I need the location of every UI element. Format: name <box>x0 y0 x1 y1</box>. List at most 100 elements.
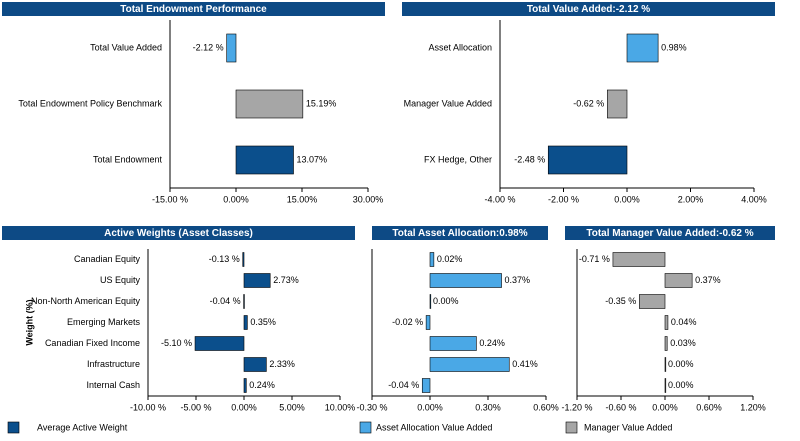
bar <box>639 294 666 309</box>
category-label: Total Endowment Policy Benchmark <box>18 98 162 108</box>
panel-header <box>2 226 355 240</box>
panel-header <box>372 226 548 240</box>
x-tick-label: -10.00 % <box>130 402 166 412</box>
value-label: 0.02% <box>437 254 463 264</box>
value-label: -0.04 % <box>388 380 419 390</box>
bar <box>612 252 666 267</box>
value-label: 2.73% <box>273 275 299 285</box>
bar <box>235 89 304 119</box>
category-label: US Equity <box>100 275 141 285</box>
bar <box>664 357 667 372</box>
x-tick-label: 10.00% <box>325 402 356 412</box>
panel-title: Total Manager Value Added:-0.62 % <box>586 228 753 239</box>
bar <box>664 273 693 288</box>
x-tick-label: 0.00% <box>652 402 678 412</box>
value-label: -0.62 % <box>573 98 604 108</box>
category-label: Total Value Added <box>90 42 162 52</box>
panel-title: Total Value Added:-2.12 % <box>527 4 650 15</box>
x-tick-label: -2.00 % <box>548 194 579 204</box>
x-tick-label: 15.00% <box>287 194 318 204</box>
x-tick-label: 0.60% <box>696 402 722 412</box>
x-tick-label: -0.30 % <box>356 402 387 412</box>
x-tick-label: 0.00% <box>223 194 249 204</box>
value-label: 0.00% <box>433 296 459 306</box>
value-label: 0.35% <box>250 317 276 327</box>
bar <box>243 357 267 372</box>
category-label: Manager Value Added <box>404 98 492 108</box>
category-label: Total Endowment <box>93 154 163 164</box>
bar <box>664 378 667 393</box>
value-label: 2.33% <box>269 359 295 369</box>
x-tick-label: -5.00 % <box>180 402 211 412</box>
bar <box>243 315 248 330</box>
y-axis-label: Weight (%) <box>24 299 34 345</box>
x-tick-label: -4.00 % <box>484 194 515 204</box>
x-tick-label: 0.00% <box>614 194 640 204</box>
bar <box>243 378 247 393</box>
value-label: -0.35 % <box>605 296 636 306</box>
value-label: 0.37% <box>695 275 721 285</box>
bar <box>421 378 431 393</box>
bar <box>243 273 271 288</box>
bar <box>547 145 628 175</box>
bar <box>429 294 432 309</box>
category-label: FX Hedge, Other <box>424 154 492 164</box>
category-label: Emerging Markets <box>67 317 141 327</box>
value-label: -5.10 % <box>161 338 192 348</box>
bar <box>425 315 431 330</box>
category-label: Internal Cash <box>86 380 140 390</box>
category-label: Infrastructure <box>87 359 140 369</box>
x-tick-label: 0.00% <box>231 402 257 412</box>
bar <box>429 336 477 351</box>
value-label: -0.71 % <box>579 254 610 264</box>
value-label: 0.98% <box>661 42 687 52</box>
bar <box>235 145 294 175</box>
value-label: -2.12 % <box>193 42 224 52</box>
value-label: 0.41% <box>512 359 538 369</box>
value-label: 0.00% <box>668 380 694 390</box>
x-tick-label: 4.00% <box>741 194 767 204</box>
value-label: 15.19% <box>306 98 337 108</box>
category-label: Canadian Equity <box>74 254 141 264</box>
x-tick-label: 30.00% <box>353 194 384 204</box>
x-tick-label: 2.00% <box>678 194 704 204</box>
panel-title: Total Endowment Performance <box>120 4 267 15</box>
bar <box>626 33 659 63</box>
panel-header <box>402 2 775 16</box>
bar <box>664 315 669 330</box>
value-label: -0.02 % <box>392 317 423 327</box>
bar <box>429 357 510 372</box>
x-tick-label: -0.60 % <box>605 402 636 412</box>
x-tick-label: 1.20% <box>740 402 766 412</box>
legend-label: Manager Value Added <box>584 422 672 432</box>
bar <box>226 33 237 63</box>
value-label: -0.13 % <box>209 254 240 264</box>
bar <box>243 294 245 309</box>
x-tick-label: -15.00 % <box>152 194 188 204</box>
category-label: Non-North American Equity <box>31 296 141 306</box>
panel-header <box>565 226 775 240</box>
value-label: 13.07% <box>297 154 328 164</box>
bar <box>429 252 435 267</box>
legend-label: Asset Allocation Value Added <box>376 422 492 432</box>
bar <box>664 336 668 351</box>
value-label: 0.24% <box>249 380 275 390</box>
x-tick-label: -1.20 % <box>561 402 592 412</box>
x-tick-label: 5.00% <box>279 402 305 412</box>
x-tick-label: 0.00% <box>417 402 443 412</box>
value-label: 0.24% <box>479 338 505 348</box>
bar <box>429 273 502 288</box>
panel-title: Active Weights (Asset Classes) <box>104 228 253 239</box>
value-label: 0.04% <box>671 317 697 327</box>
panel-header <box>2 2 385 16</box>
category-label: Asset Allocation <box>428 42 492 52</box>
legend-swatch <box>7 421 20 434</box>
bar <box>607 89 628 119</box>
bar <box>194 336 245 351</box>
value-label: 0.03% <box>670 338 696 348</box>
legend-swatch <box>565 421 578 434</box>
legend-label: Average Active Weight <box>37 422 128 432</box>
value-label: -0.04 % <box>210 296 241 306</box>
x-tick-label: 0.60% <box>533 402 559 412</box>
